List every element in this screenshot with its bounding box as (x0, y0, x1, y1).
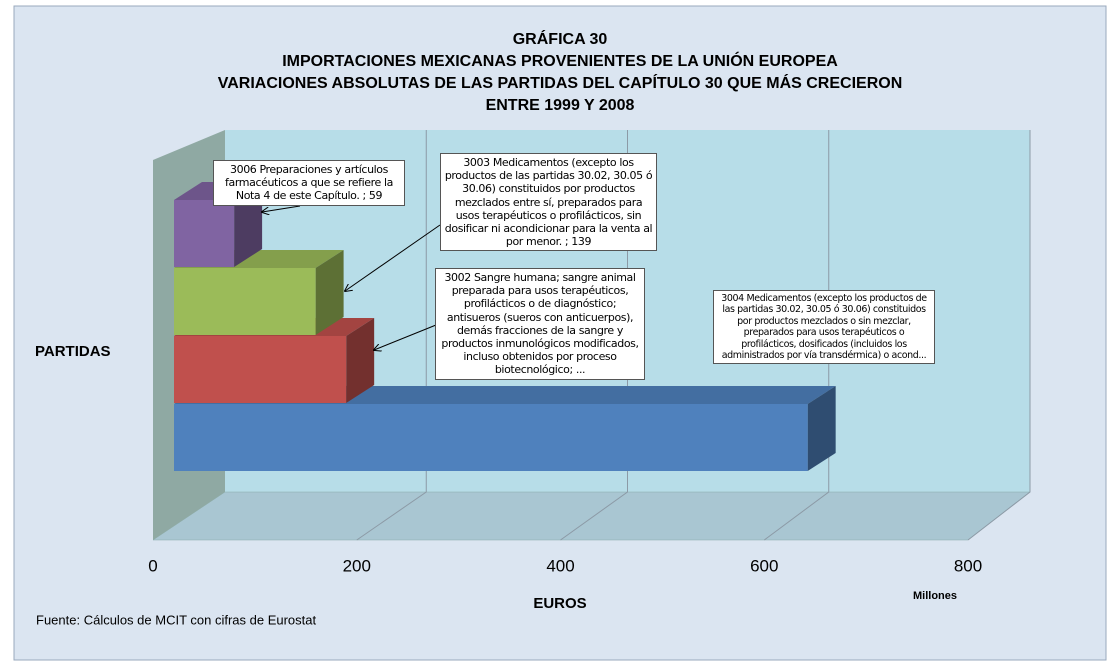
callout-arrow (262, 205, 301, 212)
chart-title: VARIACIONES ABSOLUTAS DE LAS PARTIDAS DE… (218, 73, 903, 92)
callout-arrow (345, 224, 441, 291)
bar-side (807, 386, 836, 471)
bar-side (315, 250, 344, 335)
bar (174, 404, 808, 471)
data-label: 3002 Sangre humana; sangre animal prepar… (435, 268, 645, 380)
bar (174, 336, 347, 403)
chart-title: ENTRE 1999 Y 2008 (486, 97, 635, 114)
x-tick-label: 400 (546, 556, 574, 575)
data-label: 3004 Medicamentos (excepto los productos… (713, 290, 935, 365)
bar (174, 200, 235, 267)
bar-side (346, 318, 375, 403)
grid-line (356, 130, 427, 541)
x-tick-label: 200 (343, 556, 371, 575)
chart-title: GRÁFICA 30 (513, 29, 608, 48)
x-tick-label: 800 (954, 556, 982, 575)
data-label: 3006 Preparaciones y artículos farmacéut… (213, 160, 405, 206)
source-note: Fuente: Cálculos de MCIT con cifras de E… (36, 612, 316, 627)
chart-title: IMPORTACIONES MEXICANAS PROVENIENTES DE … (282, 51, 838, 70)
x-axis-label: EUROS (533, 595, 586, 612)
x-tick-label: 0 (148, 556, 157, 575)
grid-line (763, 130, 830, 541)
callout-arrow (374, 324, 437, 350)
x-tick-label: 600 (750, 556, 778, 575)
grid-line (967, 130, 1031, 541)
x-axis-unit: Millones (913, 590, 957, 602)
y-axis-label: PARTIDAS (35, 343, 111, 360)
floor (152, 491, 1031, 541)
data-label: 3003 Medicamentos (excepto los productos… (440, 153, 657, 252)
bar (174, 268, 316, 335)
